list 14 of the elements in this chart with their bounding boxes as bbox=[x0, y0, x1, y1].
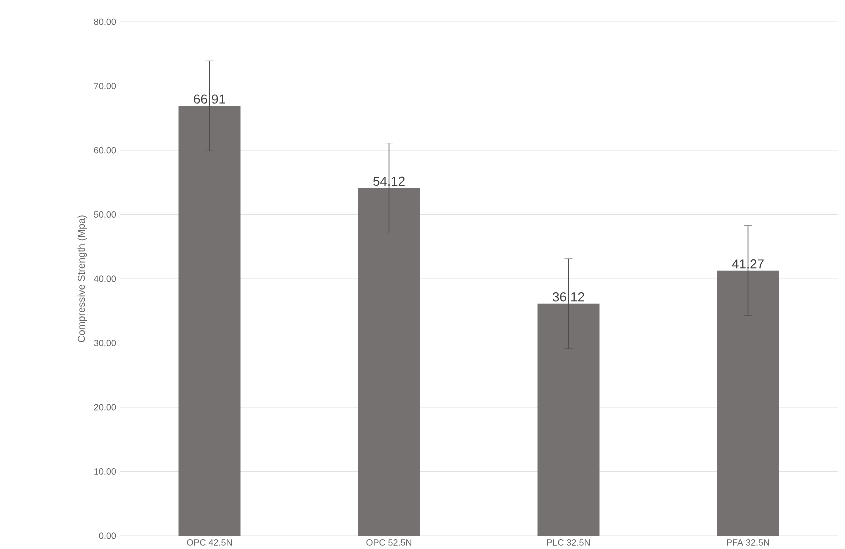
y-tick-label: 30.00 bbox=[94, 340, 116, 346]
y-tick-label: 70.00 bbox=[94, 82, 116, 90]
y-tick-label: 50.00 bbox=[94, 211, 116, 218]
y-tick-label: 80.00 bbox=[94, 18, 116, 26]
y-axis-title: Compressive Strength (Mpa) bbox=[78, 216, 88, 342]
y-tick-label: 40.00 bbox=[94, 276, 116, 282]
y-tick-label: 20.00 bbox=[94, 404, 116, 411]
y-tick-label: 10.00 bbox=[94, 468, 116, 475]
y-tick-label: 0.00 bbox=[99, 532, 116, 540]
x-tick-label: PLC 32.5N bbox=[547, 539, 590, 546]
x-tick-label: OPC 52.5N bbox=[366, 539, 412, 546]
x-tick-label: OPC 42.5N bbox=[187, 539, 232, 546]
x-tick-label: PFA 32.5N bbox=[727, 539, 770, 546]
y-tick-label: 60.00 bbox=[94, 147, 116, 154]
